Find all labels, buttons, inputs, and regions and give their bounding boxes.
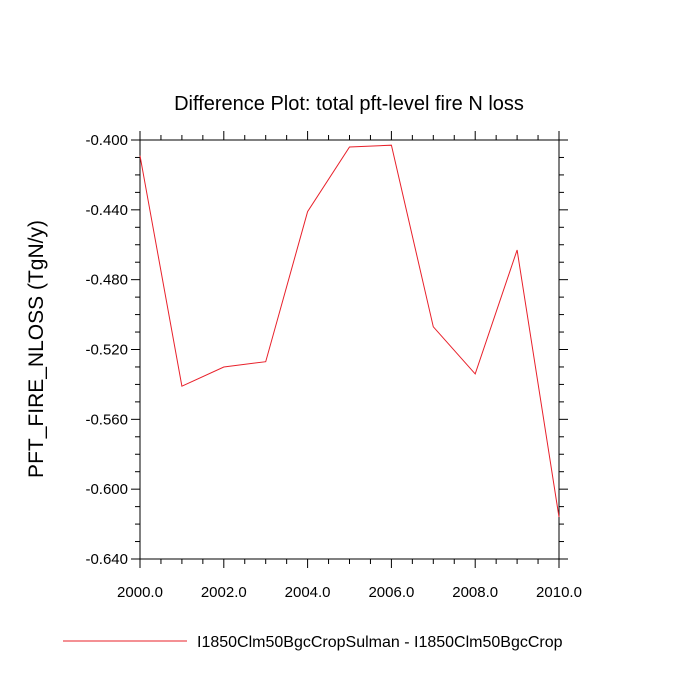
chart-title: Difference Plot: total pft-level fire N … [174, 93, 524, 115]
y-tick-label: -0.400 [85, 132, 128, 149]
y-tick-label: -0.520 [85, 342, 128, 359]
y-tick-label: -0.600 [85, 481, 128, 498]
legend: I1850Clm50BgcCropSulman - I1850Clm50BgcC… [63, 634, 563, 651]
series-line [139, 144, 560, 518]
y-axis-label: PFT_FIRE_NLOSS (TgN/y) [25, 220, 48, 478]
plot-area: -0.400 -0.440 -0.480 -0.520 -0.560 -0.600 -0.6… [85, 131, 582, 601]
y-tick-label: -0.480 [85, 272, 128, 289]
y-tick-label: -0.560 [85, 411, 128, 428]
y-tick-label: -0.640 [85, 551, 128, 568]
y-tick-label: -0.440 [85, 202, 128, 219]
x-tick-label: 2008.0 [452, 584, 498, 601]
plot-frame [139, 139, 560, 560]
x-tick-label: 2002.0 [201, 584, 247, 601]
legend-entry-label: I1850Clm50BgcCropSulman - I1850Clm50BgcC… [197, 634, 563, 651]
x-tick-label: 2010.0 [536, 584, 582, 601]
x-tick-label: 2000.0 [117, 584, 163, 601]
x-tick-label: 2006.0 [368, 584, 414, 601]
x-tick-label: 2004.0 [285, 584, 331, 601]
